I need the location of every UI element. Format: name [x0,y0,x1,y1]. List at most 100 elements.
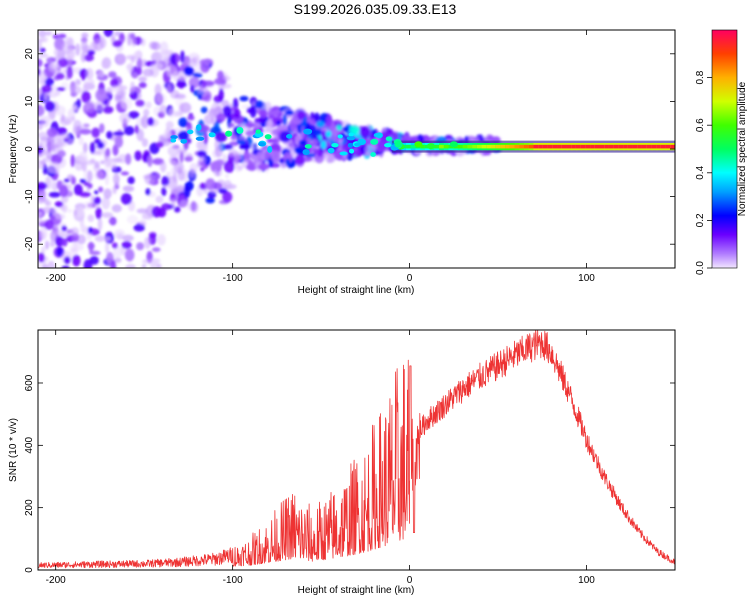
spectrogram-cell [187,59,198,68]
ridge-patch [449,141,458,148]
spectrogram-cell [45,31,53,36]
spectrogram-cluster [331,143,339,148]
spectrogram-cell [81,91,91,104]
spectrogram-cell [294,147,304,155]
spectrogram-cell [320,140,327,150]
spectrogram-cluster [170,135,178,140]
spectrogram-cell [101,196,111,210]
spectrogram-cell [90,158,96,163]
spectrogram-cell [79,128,92,135]
spectrogram-cell [129,90,138,100]
spectrogram-cell [223,144,233,150]
spectrogram-cell [97,217,103,231]
spectrogram-cell [92,38,104,52]
spectrogram-cluster [187,129,194,135]
spectrogram-cell [59,185,69,198]
spectrogram-cell [170,53,177,65]
colorbar-ticks: 0.0 0.2 0.4 0.6 0.8 [695,70,712,275]
spectrogram-cell [111,204,122,213]
spectrogram-cell [332,127,339,137]
spectrogram-cluster [384,142,392,148]
snr-y-label: SNR (10 * v/v) [8,418,19,482]
spectrogram-cell [60,113,65,123]
spectrogram-cell [248,143,256,151]
x-tick-label: -100 [223,273,243,284]
x-tick-label: 0 [407,273,413,284]
snr-ticks: -200 -100 0 100 0 200 400 600 [24,330,675,586]
spectrogram-cell [49,179,56,190]
y-tick-label: -10 [24,189,35,204]
spectrogram-cell [229,122,235,128]
spectrogram-cell [54,91,61,96]
spectrogram-cell [274,109,281,116]
spectrogram-cell [171,197,176,209]
spectrogram-cell [66,66,73,79]
spectrogram-cell [87,170,93,183]
spectrogram-cell [45,149,52,160]
spectrogram-cell [103,30,114,37]
spectrogram-cell [112,185,117,195]
spectrogram-cell [122,234,134,242]
colorbar-tick-label: 0.8 [695,70,706,84]
spectrogram-cell [202,80,207,88]
spectrogram-cell [120,90,127,96]
spectrogram-cell [174,206,181,213]
spectrogram-cell [234,153,239,166]
spectrogram-cell [114,229,126,240]
spectrogram-cell [50,231,55,243]
spectrogram-cell [148,232,157,239]
y-tick-label: 10 [24,95,35,107]
spectrogram-cell [178,149,188,154]
spectrogram-cell [97,141,105,149]
spectrogram-cell [89,256,99,265]
spectrogram-cell [70,227,79,237]
spectrogram-cell [54,201,64,208]
spectrogram-cluster [385,136,393,142]
spectrogram-cell [134,150,142,161]
spectrogram-cell [83,80,91,91]
spectrogram-cell [111,242,118,249]
spectrogram-cell [155,195,164,204]
spectrogram-cell [185,153,194,162]
spectrogram-cell [38,198,44,204]
colorbar-tick-label: 0.4 [695,165,706,179]
colorbar: 0.0 0.2 0.4 0.6 0.8 Normalized spectral ampl… [695,29,748,275]
spectrogram-cell [223,105,232,118]
spectrogram-cell [106,86,113,95]
spectrogram-cell [57,33,67,39]
spectrogram-cell [134,124,139,134]
spectrogram-cell [233,108,241,119]
spectrogram-cell [294,154,305,166]
spectrogram-cell [310,112,315,120]
spectrogram-cell [159,161,167,173]
spectrogram-cell [97,70,105,78]
spectrogram-cell [239,143,251,150]
spectrogram-cell [84,100,96,114]
spectrogram-cell [66,58,73,65]
spectrogram-x-label: Height of straight line (km) [298,285,415,296]
spectrogram-cell [127,62,134,74]
spectrogram-cell [46,137,55,151]
spectrogram-cell [125,264,136,268]
spectrogram-cell [62,238,68,247]
spectrogram-cell [342,126,350,133]
spectrogram-cell [127,176,135,185]
spectrogram-cell [314,112,320,123]
spectrogram-cell [48,191,61,198]
spectrogram-cell [94,100,105,112]
spectrogram-cell [83,259,93,268]
spectrogram-cell [163,184,174,189]
spectrogram-cell [170,186,182,195]
spectrogram-cell [38,123,43,131]
spectrogram-cell [243,150,251,163]
spectrogram-cell [197,150,207,158]
spectrogram-cell [131,37,137,47]
spectrogram-cell [38,68,41,76]
spectrogram-cell [102,236,111,242]
spectrogram-cell [300,124,306,138]
spectrogram-cell [285,158,291,167]
spectrogram-cell [279,130,292,143]
spectrogram-cell [205,197,215,204]
spectrogram-cell [38,211,43,217]
